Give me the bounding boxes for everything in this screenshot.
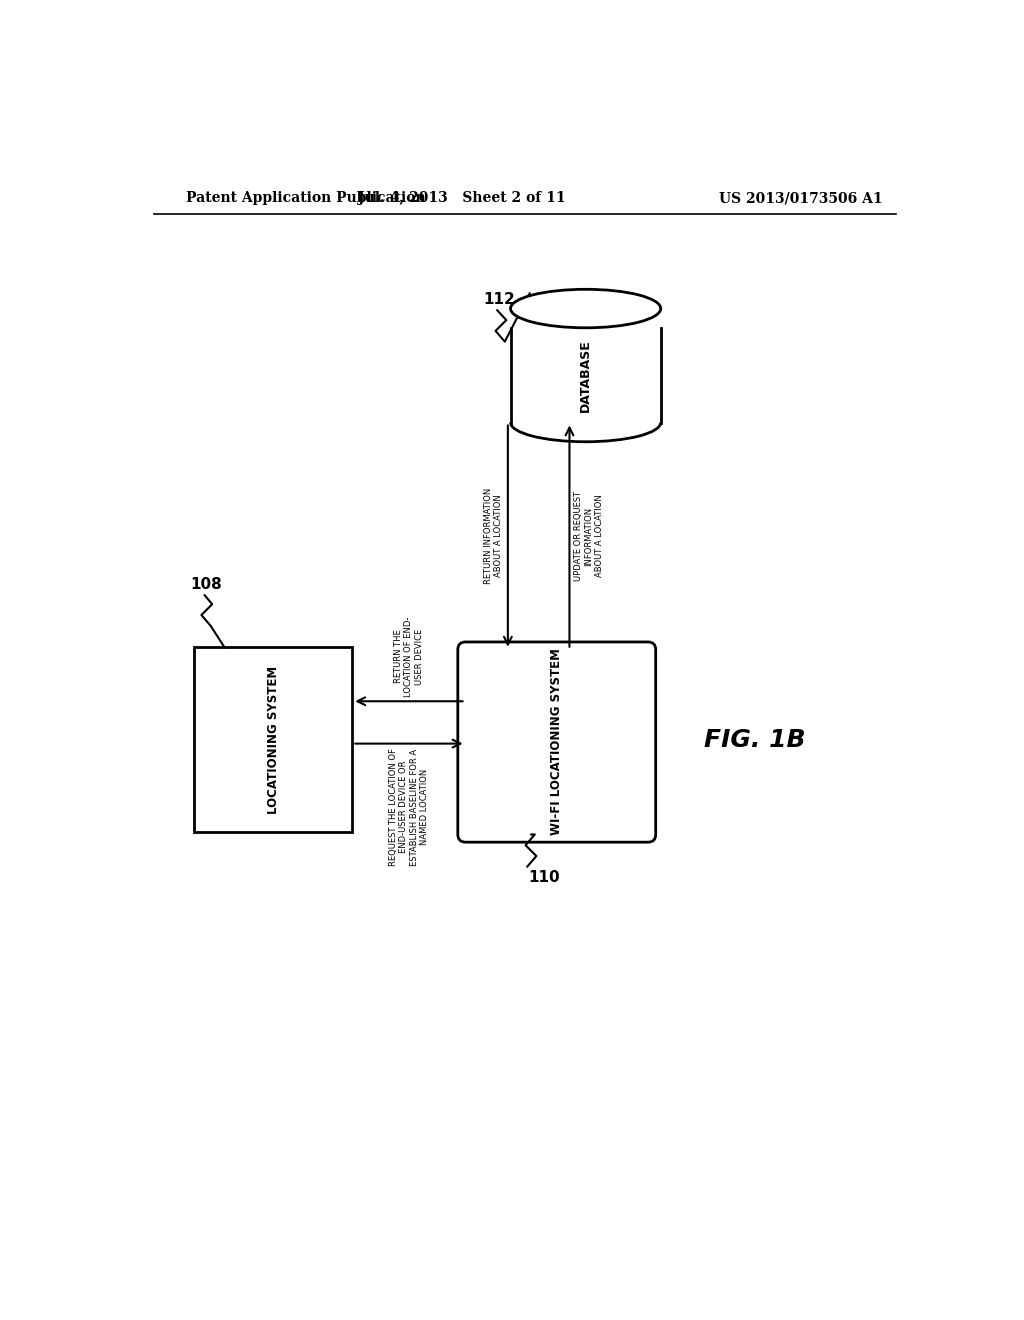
- Text: LOCATIONING SYSTEM: LOCATIONING SYSTEM: [266, 665, 280, 814]
- Text: US 2013/0173506 A1: US 2013/0173506 A1: [719, 191, 883, 206]
- Ellipse shape: [511, 289, 660, 327]
- Text: UPDATE OR REQUEST
INFORMATION
ABOUT A LOCATION: UPDATE OR REQUEST INFORMATION ABOUT A LO…: [574, 491, 604, 581]
- Text: Jul. 4, 2013   Sheet 2 of 11: Jul. 4, 2013 Sheet 2 of 11: [357, 191, 565, 206]
- Bar: [511, 327, 660, 422]
- Text: 110: 110: [528, 870, 560, 884]
- Text: RETURN THE
LOCATION OF END-
USER DEVICE: RETURN THE LOCATION OF END- USER DEVICE: [394, 616, 424, 697]
- Text: DATABASE: DATABASE: [580, 339, 592, 412]
- Text: 108: 108: [190, 577, 222, 591]
- FancyBboxPatch shape: [458, 642, 655, 842]
- Text: WI-FI LOCATIONING SYSTEM: WI-FI LOCATIONING SYSTEM: [550, 648, 563, 836]
- Text: RETURN INFORMATION
ABOUT A LOCATION: RETURN INFORMATION ABOUT A LOCATION: [484, 488, 503, 585]
- Text: Patent Application Publication: Patent Application Publication: [186, 191, 426, 206]
- Text: FIG. 1B: FIG. 1B: [703, 727, 805, 752]
- Text: REQUEST THE LOCATION OF
END-USER DEVICE OR
ESTABLISH BASELINE FOR A
NAMED LOCATI: REQUEST THE LOCATION OF END-USER DEVICE …: [389, 748, 429, 866]
- Text: 112: 112: [483, 292, 515, 308]
- Bar: [194, 647, 352, 832]
